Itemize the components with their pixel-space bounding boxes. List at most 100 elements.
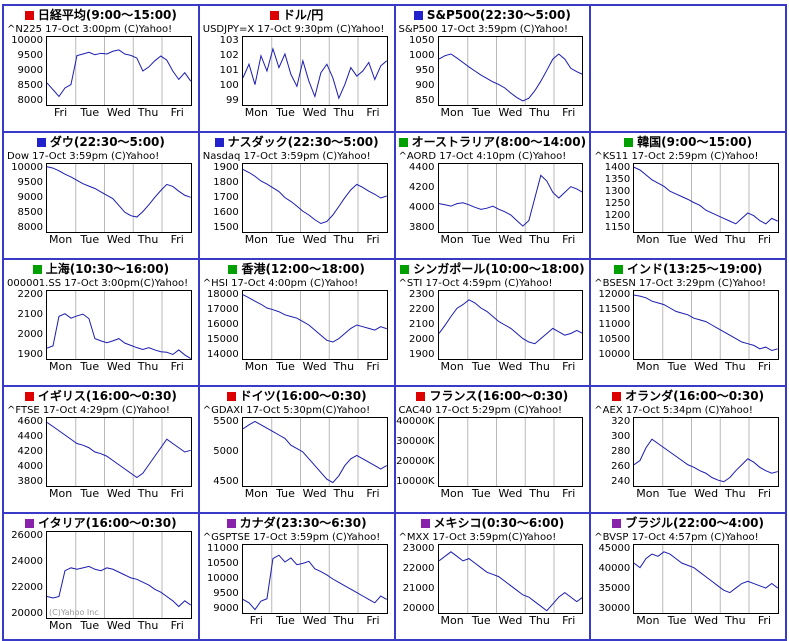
x-tick-label: Tue: [471, 106, 491, 119]
y-tick-label: 12000: [598, 289, 631, 300]
market-color-square-icon: [25, 519, 35, 528]
price-chart: [46, 290, 192, 360]
market-title: 日経平均(9:00～15:00): [6, 8, 196, 23]
market-cell-shanghai[interactable]: 上海(10:30～16:00) 000001.SS 17-Oct 3:00pm(…: [4, 260, 200, 387]
y-axis-ticks: 26000 24000 22000 20000: [6, 531, 46, 619]
x-axis-labels: Mon Tue Wed Thu Fri: [633, 233, 779, 247]
chart-source-line: ^MXX 17-Oct 3:59pm(C)Yahoo!: [398, 532, 557, 543]
y-tick-label: 1400: [604, 162, 631, 173]
x-tick-label: Wed: [498, 487, 523, 500]
x-tick-label: Tue: [667, 487, 687, 500]
y-tick-label: 3800: [17, 476, 43, 487]
x-tick-label: Tue: [471, 233, 491, 246]
chart-row: 45000 40000 35000 30000: [593, 544, 783, 614]
y-tick-label: 20000: [11, 608, 43, 619]
x-tick-label: Wed: [106, 487, 131, 500]
market-cell-mexico[interactable]: メキシコ(0:30～6:00) ^MXX 17-Oct 3:59pm(C)Yah…: [395, 514, 592, 641]
x-tick-label: Fri: [757, 233, 771, 246]
market-cell-india[interactable]: インド(13:25～19:00) ^BSESN 17-Oct 3:29pm (C…: [591, 260, 787, 387]
x-tick-label: Fri: [54, 106, 68, 119]
y-tick-label: 11000: [206, 543, 239, 554]
market-cell-dow[interactable]: ダウ(22:30～5:00) Dow 17-Oct 3:59pm (C)Yaho…: [4, 133, 200, 260]
market-title: ダウ(22:30～5:00): [6, 135, 196, 150]
chart-source-line: Dow 17-Oct 3:59pm (C)Yahoo!: [7, 151, 160, 162]
y-tick-label: 240: [611, 476, 631, 487]
y-tick-label: 26000: [11, 530, 43, 541]
market-title: ドイツ(16:00～0:30): [202, 389, 392, 404]
market-cell-hongkong[interactable]: 香港(12:00～18:00) ^HSI 17-Oct 4:00pm (C)Ya…: [199, 260, 396, 387]
y-tick-label: 22000: [402, 563, 435, 574]
chart-row: 4600 4400 4200 4000 3800: [6, 417, 196, 487]
chart-source-line: S&P500 17-Oct 3:59pm (C)Yahoo!: [398, 24, 568, 35]
y-tick-label: 5500: [213, 416, 239, 427]
x-tick-label: Mon: [440, 487, 464, 500]
market-title: イギリス(16:00～0:30): [6, 389, 196, 404]
price-chart: [633, 290, 779, 360]
chart-row: 2300 2200 2100 2000 1900: [398, 290, 588, 360]
market-cell-brazil[interactable]: ブラジル(22:00～4:00) ^BVSP 17-Oct 4:57pm (C)…: [591, 514, 787, 641]
chart-source-line: ^GDAXI 17-Oct 5:30pm(C)Yahoo!: [202, 405, 371, 416]
market-cell-germany[interactable]: ドイツ(16:00～0:30) ^GDAXI 17-Oct 5:30pm(C)Y…: [199, 387, 396, 514]
x-tick-label: Wed: [106, 619, 131, 632]
x-tick-label: Wed: [498, 360, 523, 373]
x-tick-label: Mon: [636, 487, 660, 500]
x-tick-label: Thu: [137, 619, 159, 632]
y-axis-ticks: 5500 5000 4500: [202, 417, 242, 487]
chart-source-line: Nasdaq 17-Oct 3:59pm (C)Yahoo!: [202, 151, 371, 162]
x-tick-label: Tue: [471, 360, 491, 373]
market-cell-italy[interactable]: イタリア(16:00～0:30) 26000 24000 22000 20000 (C…: [4, 514, 200, 641]
price-chart: [633, 544, 779, 614]
x-tick-label: Thu: [724, 487, 746, 500]
y-axis-ticks: 1900 1800 1700 1600 1500: [202, 163, 242, 233]
chart-source-line: ^HSI 17-Oct 4:00pm (C)Yahoo!: [202, 278, 359, 289]
x-tick-label: Tue: [471, 614, 491, 627]
x-tick-label: Mon: [48, 487, 73, 500]
chart-row: 320 300 280 260 240: [593, 417, 783, 487]
market-cell-france[interactable]: フランス(16:00～0:30) CAC40 17-Oct 5:29pm (C)…: [395, 387, 592, 514]
x-tick-label: Wed: [302, 614, 327, 627]
market-cell-nikkei[interactable]: 日経平均(9:00～15:00) ^N225 17-Oct 3:00pm (C)…: [4, 6, 200, 133]
x-tick-label: Fri: [757, 360, 771, 373]
y-tick-label: 40000: [598, 563, 631, 574]
price-chart: [633, 163, 779, 233]
y-axis-ticks: 11000 10500 10000 9500 9000: [202, 544, 242, 614]
x-tick-label: Mon: [48, 233, 73, 246]
market-cell-canada[interactable]: カナダ(23:30～6:30) ^GSPTSE 17-Oct 3:59pm (C…: [199, 514, 396, 641]
market-color-square-icon: [214, 138, 224, 147]
x-tick-label: Thu: [724, 233, 746, 246]
x-tick-label: Tue: [276, 360, 295, 373]
x-axis-labels: Mon Tue Wed Thu Fri: [438, 487, 584, 501]
market-cell-usdjpy[interactable]: ドル/円 USDJPY=X 17-Oct 9:30pm (C)Yahoo! 10…: [199, 6, 396, 133]
y-tick-label: 4400: [409, 162, 435, 173]
market-cell-singapore[interactable]: シンガポール(10:00～18:00) ^STI 17-Oct 4:59pm (…: [395, 260, 592, 387]
market-title-text: 日経平均(9:00～15:00): [37, 8, 177, 22]
market-color-square-icon: [400, 265, 410, 274]
x-tick-label: Tue: [80, 487, 100, 500]
y-axis-ticks: 12000 11500 11000 10500 10000: [593, 290, 633, 360]
price-chart: [241, 544, 388, 614]
market-title-text: S&P500(22:30～5:00): [426, 8, 571, 22]
market-title: シンガポール(10:00～18:00): [398, 262, 588, 277]
y-tick-label: 320: [611, 416, 631, 427]
x-tick-label: Thu: [529, 487, 550, 500]
chart-source-line: ^AEX 17-Oct 5:34pm (C)Yahoo!: [594, 405, 753, 416]
y-tick-label: 30000K: [396, 436, 435, 447]
y-tick-label: 8000: [17, 95, 43, 106]
x-axis-labels: Mon Tue Wed Thu Fri: [438, 233, 584, 247]
market-cell-nasdaq[interactable]: ナスダック(22:30～5:00) Nasdaq 17-Oct 3:59pm (…: [199, 133, 396, 260]
y-tick-label: 10000: [598, 349, 631, 360]
x-tick-label: Tue: [276, 614, 295, 627]
market-cell-sp500[interactable]: S&P500(22:30～5:00) S&P500 17-Oct 3:59pm …: [395, 6, 592, 133]
y-tick-label: 2100: [409, 319, 435, 330]
market-title-text: ナスダック(22:30～5:00): [227, 135, 379, 149]
x-tick-label: Mon: [636, 360, 660, 373]
market-color-square-icon: [32, 265, 42, 274]
chart-row: 10000 9500 9000 8500 8000: [6, 36, 196, 106]
market-title-text: 韓国(9:00～15:00): [637, 135, 753, 149]
market-cell-netherlands[interactable]: オランダ(16:00～0:30) ^AEX 17-Oct 5:34pm (C)Y…: [591, 387, 787, 514]
market-cell-korea[interactable]: 韓国(9:00～15:00) ^KS11 17-Oct 2:59pm (C)Ya…: [591, 133, 787, 260]
x-axis-labels: Mon Tue Wed Thu Fri: [46, 360, 192, 374]
market-cell-uk[interactable]: イギリス(16:00～0:30) ^FTSE 17-Oct 4:29pm (C)…: [4, 387, 200, 514]
market-title: ドル/円: [202, 8, 392, 23]
market-cell-australia[interactable]: オーストラリア(8:00～14:00) ^AORD 17-Oct 4:10pm …: [395, 133, 592, 260]
